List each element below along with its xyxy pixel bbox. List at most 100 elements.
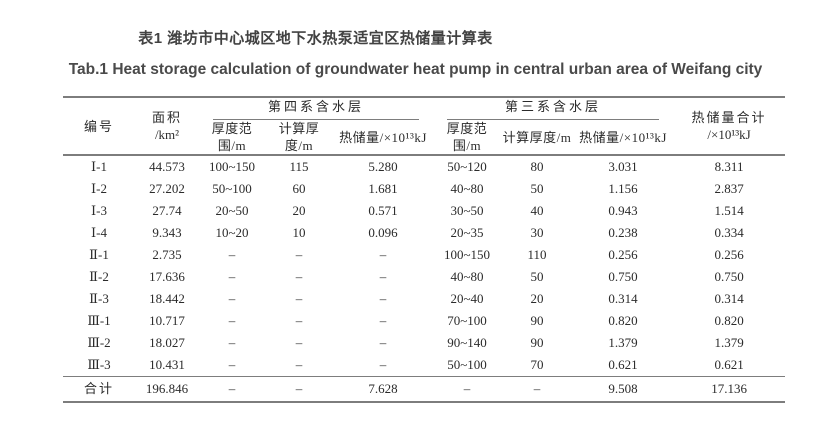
table-cell: 40~80	[450, 269, 484, 284]
table-cell: 0.256	[714, 247, 744, 262]
table-row: Ⅲ-2 18.027 – – – 90~140 90 1.379 1.379	[63, 332, 785, 354]
header-t-calc-thickness: 计算厚度/m	[502, 129, 572, 145]
table-cell: –	[295, 313, 303, 328]
table-cell: 17.636	[149, 269, 185, 284]
table-cell: 10.717	[149, 313, 185, 328]
table-cell: –	[228, 247, 236, 262]
table-row: Ⅲ-1 10.717 – – – 70~100 90 0.820 0.820	[63, 310, 785, 332]
header-t-thickness-range: 厚度范围/m	[446, 121, 488, 153]
table-cell: 1.379	[714, 335, 744, 350]
table-cell: 27.202	[149, 181, 185, 196]
header-q-thickness-range: 厚度范围/m	[211, 121, 253, 153]
header-group-quaternary-label: 第四系含水层	[213, 98, 420, 120]
table-cell: –	[295, 357, 303, 372]
header-area-line1: 面积	[151, 110, 182, 125]
table-cell: 20	[530, 291, 544, 306]
header-row-subcolumns: 厚度范围/m 计算厚度/m 热储量/×10¹³kJ 厚度范围/m 计算厚度/m …	[63, 120, 785, 155]
table-cell: 2.837	[714, 181, 744, 196]
total-overall: 17.136	[711, 381, 747, 396]
table-cell: Ⅰ-3	[91, 203, 107, 218]
table-row: Ⅰ-2 27.202 50~100 60 1.681 40~80 50 1.156 2.837	[63, 178, 785, 200]
table-cell: 0.314	[714, 291, 744, 306]
total-area: 196.846	[145, 381, 189, 396]
table-cell: –	[379, 247, 387, 262]
table-cell: 0.621	[608, 357, 638, 372]
table-cell: 0.750	[714, 269, 744, 284]
table-cell: Ⅲ-3	[87, 357, 111, 372]
table-cell: 0.256	[608, 247, 638, 262]
table-cell: Ⅲ-1	[87, 313, 111, 328]
table-cell: 10~20	[215, 225, 249, 240]
table-cell: –	[379, 291, 387, 306]
table-cell: 70~100	[447, 313, 487, 328]
table-cell: 60	[292, 181, 306, 196]
table-cell: –	[379, 357, 387, 372]
total-label: 合计	[83, 381, 114, 396]
table-row: Ⅲ-3 10.431 – – – 50~100 70 0.621 0.621	[63, 354, 785, 377]
table-cell: –	[295, 269, 303, 284]
table-cell: 0.943	[608, 203, 638, 218]
table-cell: 0.314	[608, 291, 638, 306]
table-cell: 20~35	[450, 225, 484, 240]
table-cell: 50~120	[447, 159, 487, 174]
table-cell: 70	[530, 357, 544, 372]
table-cell: 2.735	[152, 247, 182, 262]
table-cell: 80	[530, 159, 544, 174]
total-q-thickness-range: –	[228, 381, 236, 396]
table-cell: –	[228, 357, 236, 372]
table-cell: 100~150	[444, 247, 491, 262]
table-row: Ⅰ-1 44.573 100~150 115 5.280 50~120 80 3.031 8.3…	[63, 155, 785, 178]
table-cell: 90	[530, 335, 544, 350]
table-cell: 0.238	[608, 225, 638, 240]
header-group-tertiary-label: 第三系含水层	[447, 98, 660, 120]
total-q-calc-thickness: –	[295, 381, 303, 396]
table-cell: 50	[530, 269, 544, 284]
header-area-line2: /km²	[154, 127, 180, 142]
table-cell: 110	[527, 247, 547, 262]
table-row: Ⅰ-4 9.343 10~20 10 0.096 20~35 30 0.238 0.334	[63, 222, 785, 244]
table-cell: 20~50	[215, 203, 249, 218]
table-cell: 90~140	[447, 335, 487, 350]
table-cell: 40~80	[450, 181, 484, 196]
total-t-thickness-range: –	[463, 381, 471, 396]
table-cell: 10.431	[149, 357, 185, 372]
table-row: Ⅱ-3 18.442 – – – 20~40 20 0.314 0.314	[63, 288, 785, 310]
header-area: 面积 /km²	[135, 97, 199, 155]
header-total-line2: /×10¹³kJ	[707, 127, 751, 142]
table-cell: 1.379	[608, 335, 638, 350]
table-cell: Ⅱ-3	[89, 291, 109, 306]
table-cell: –	[295, 335, 303, 350]
table-cell: 1.156	[608, 181, 638, 196]
table-cell: 0.096	[368, 225, 398, 240]
header-id: 编号	[83, 118, 114, 134]
table-cell: 10	[292, 225, 306, 240]
table-cell: –	[379, 269, 387, 284]
table-cell: 1.681	[368, 181, 398, 196]
table-cell: 90	[530, 313, 544, 328]
header-q-calc-thickness: 计算厚度/m	[278, 121, 320, 153]
table-row: Ⅱ-1 2.735 – – – 100~150 110 0.256 0.256	[63, 244, 785, 266]
table-header: 编号 面积 /km² 第四系含水层 第三系含水层 热储量合计 /×10¹³kJ …	[63, 97, 786, 155]
table-cell: 0.334	[714, 225, 744, 240]
header-group-tertiary: 第三系含水层	[433, 97, 673, 120]
header-group-quaternary: 第四系含水层	[199, 97, 433, 120]
table-cell: Ⅱ-2	[89, 269, 109, 284]
header-total-line1: 热储量合计	[691, 110, 767, 125]
table-cell: Ⅰ-2	[91, 181, 107, 196]
table-cell: 40	[530, 203, 544, 218]
table-cell: 0.571	[368, 203, 398, 218]
table-cell: 8.311	[714, 159, 744, 174]
table-cell: 30	[530, 225, 544, 240]
table-cell: –	[228, 291, 236, 306]
table-cell: 44.573	[149, 159, 185, 174]
table-cell: Ⅰ-1	[91, 159, 107, 174]
table-cell: –	[379, 313, 387, 328]
table-cell: 5.280	[368, 159, 398, 174]
table-cell: 30~50	[450, 203, 484, 218]
header-total: 热储量合计 /×10¹³kJ	[673, 97, 785, 155]
table-cell: –	[379, 335, 387, 350]
heat-storage-table: 编号 面积 /km² 第四系含水层 第三系含水层 热储量合计 /×10¹³kJ …	[63, 96, 786, 403]
table-cell: 50	[530, 181, 544, 196]
table-caption-english: Tab.1 Heat storage calculation of ground…	[68, 61, 763, 78]
table-row: Ⅱ-2 17.636 – – – 40~80 50 0.750 0.750	[63, 266, 785, 288]
